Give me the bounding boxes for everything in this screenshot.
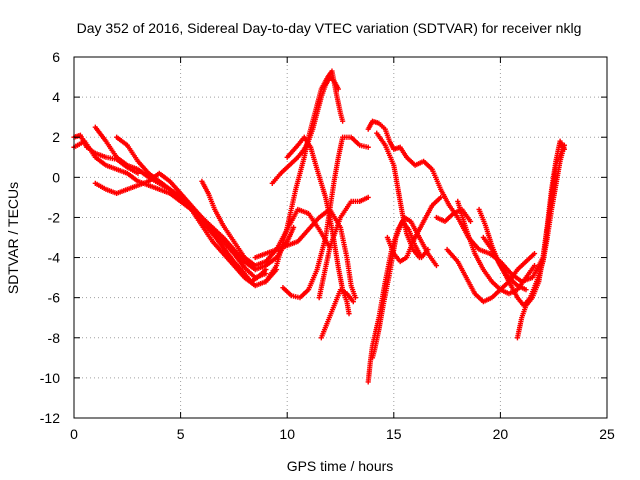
data-point bbox=[346, 311, 352, 317]
x-tick-label: 20 bbox=[493, 426, 509, 442]
data-point bbox=[365, 194, 371, 200]
y-tick-label: -10 bbox=[40, 370, 60, 386]
series-arc10 bbox=[284, 134, 352, 317]
series-arc23 bbox=[514, 138, 567, 341]
series-arc13 bbox=[318, 287, 356, 341]
series-arc3 bbox=[92, 124, 297, 273]
data-point bbox=[425, 246, 431, 253]
y-tick-label: 4 bbox=[52, 89, 60, 105]
data-point bbox=[531, 250, 538, 257]
series-arc15 bbox=[369, 218, 431, 361]
plot-frame bbox=[73, 56, 608, 419]
data-point bbox=[438, 194, 444, 200]
y-tick-label: -12 bbox=[40, 410, 60, 426]
data-point bbox=[531, 262, 538, 269]
series-arc9 bbox=[263, 68, 346, 285]
y-tick-label: -6 bbox=[48, 290, 61, 306]
data-point bbox=[561, 146, 567, 152]
series-arc12 bbox=[316, 194, 371, 301]
y-tick-label: 0 bbox=[52, 169, 60, 185]
x-tick-labels: 0 5 10 15 20 25 bbox=[70, 426, 615, 442]
y-tick-label: 2 bbox=[52, 129, 60, 145]
data-point bbox=[350, 299, 356, 305]
axis-ticks bbox=[73, 56, 608, 419]
y-tick-labels: -12 -10 -8 -6 -4 -2 0 2 4 6 bbox=[40, 49, 60, 426]
series-arc18 bbox=[384, 194, 444, 265]
series-arc24 bbox=[480, 234, 529, 293]
x-tick-label: 10 bbox=[279, 426, 295, 442]
series-arc14 bbox=[365, 214, 440, 385]
series-arc20 bbox=[444, 246, 538, 305]
data-point bbox=[365, 144, 371, 150]
data-point bbox=[352, 295, 359, 301]
y-tick-label: -2 bbox=[48, 209, 61, 225]
data-point bbox=[467, 218, 474, 225]
series-arc5 bbox=[92, 170, 269, 281]
y-axis-label: SDTVAR / TECUs bbox=[5, 182, 21, 294]
x-tick-label: 5 bbox=[177, 426, 185, 442]
data-point bbox=[290, 224, 297, 231]
series-arc7 bbox=[269, 74, 341, 186]
y-tick-label: -8 bbox=[48, 330, 61, 346]
series-arc16 bbox=[365, 118, 565, 285]
x-tick-label: 15 bbox=[386, 426, 402, 442]
data-point bbox=[263, 271, 269, 277]
x-tick-label: 0 bbox=[70, 426, 78, 442]
data-point bbox=[523, 287, 529, 293]
x-axis-label: GPS time / hours bbox=[287, 458, 394, 474]
y-tick-label: -4 bbox=[48, 250, 61, 266]
y-tick-label: 6 bbox=[52, 49, 60, 65]
data-point bbox=[433, 262, 440, 269]
data-point bbox=[416, 254, 422, 261]
data-point bbox=[340, 118, 346, 124]
data-marks bbox=[71, 68, 567, 385]
x-tick-label: 25 bbox=[599, 426, 615, 442]
series-arc11 bbox=[252, 206, 359, 301]
chart-title: Day 352 of 2016, Sidereal Day-to-day VTE… bbox=[77, 20, 582, 36]
